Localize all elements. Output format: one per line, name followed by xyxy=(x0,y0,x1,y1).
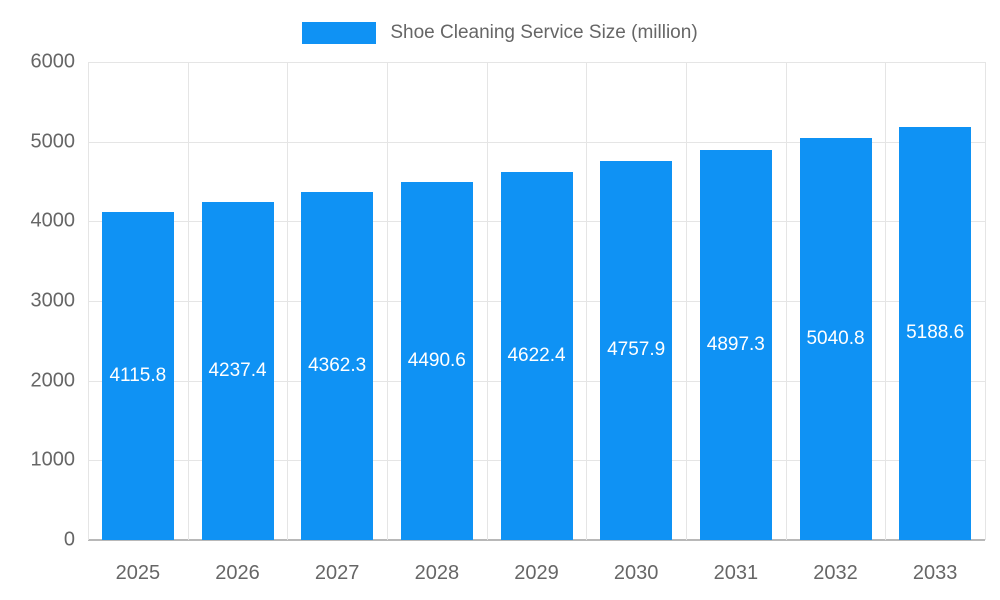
gridline-horizontal xyxy=(88,141,985,143)
gridline-vertical xyxy=(486,62,488,540)
y-axis-tick-label: 6000 xyxy=(30,50,76,73)
gridline-vertical xyxy=(586,62,588,540)
x-axis-tick-label: 2033 xyxy=(912,562,958,584)
x-axis-tick-label: 2028 xyxy=(414,562,460,584)
y-axis-tick-label: 2000 xyxy=(30,369,76,392)
y-axis-tick-label: 4000 xyxy=(30,209,76,232)
y-axis-tick-label: 0 xyxy=(63,528,75,551)
gridline-vertical xyxy=(885,62,887,540)
legend: Shoe Cleaning Service Size (million) xyxy=(0,18,1000,48)
gridline-vertical xyxy=(686,62,687,540)
bar: 4622.4 xyxy=(500,171,573,540)
gridline-vertical xyxy=(785,62,787,540)
gridline-horizontal xyxy=(88,62,985,63)
bar-value-label: 4490.6 xyxy=(407,350,466,372)
y-axis-tick-label: 1000 xyxy=(30,448,76,471)
bar: 4757.9 xyxy=(600,160,673,540)
bar-value-label: 4757.9 xyxy=(607,339,666,361)
bar: 4362.3 xyxy=(301,192,374,540)
gridline-vertical xyxy=(187,62,189,540)
x-axis-tick-label: 2029 xyxy=(514,562,559,584)
legend-swatch[interactable] xyxy=(302,22,377,44)
bar-value-label: 5188.6 xyxy=(906,322,965,344)
x-axis-tick-label: 2026 xyxy=(215,562,260,584)
y-axis-tick-label: 3000 xyxy=(30,289,76,312)
x-axis-tick-label: 2032 xyxy=(813,562,858,584)
y-axis-tick-label: 5000 xyxy=(30,130,76,153)
bar: 4237.4 xyxy=(201,202,274,540)
gridline-horizontal xyxy=(88,539,985,541)
gridline-vertical xyxy=(387,62,388,540)
gridline-vertical xyxy=(287,62,289,540)
gridline-vertical xyxy=(88,62,89,540)
bar-value-label: 4622.4 xyxy=(507,344,566,366)
bar: 4115.8 xyxy=(101,212,174,540)
bar-value-label: 4362.3 xyxy=(308,355,367,377)
bar-value-label: 4897.3 xyxy=(706,333,765,355)
x-axis-tick-label: 2030 xyxy=(613,562,659,584)
bar-value-label: 4115.8 xyxy=(109,365,167,387)
bar: 4490.6 xyxy=(400,182,473,540)
bar-value-label: 4237.4 xyxy=(208,360,267,382)
bar: 5188.6 xyxy=(899,126,972,540)
bar: 5040.8 xyxy=(799,138,872,540)
bar: 4897.3 xyxy=(699,149,772,540)
bar-value-label: 5040.8 xyxy=(806,328,865,350)
gridline-vertical xyxy=(985,62,986,540)
x-axis-tick-label: 2031 xyxy=(713,562,759,584)
x-axis-tick-label: 2025 xyxy=(115,562,161,584)
x-axis-tick-label: 2027 xyxy=(314,562,360,584)
legend-label[interactable]: Shoe Cleaning Service Size (million) xyxy=(390,22,698,43)
